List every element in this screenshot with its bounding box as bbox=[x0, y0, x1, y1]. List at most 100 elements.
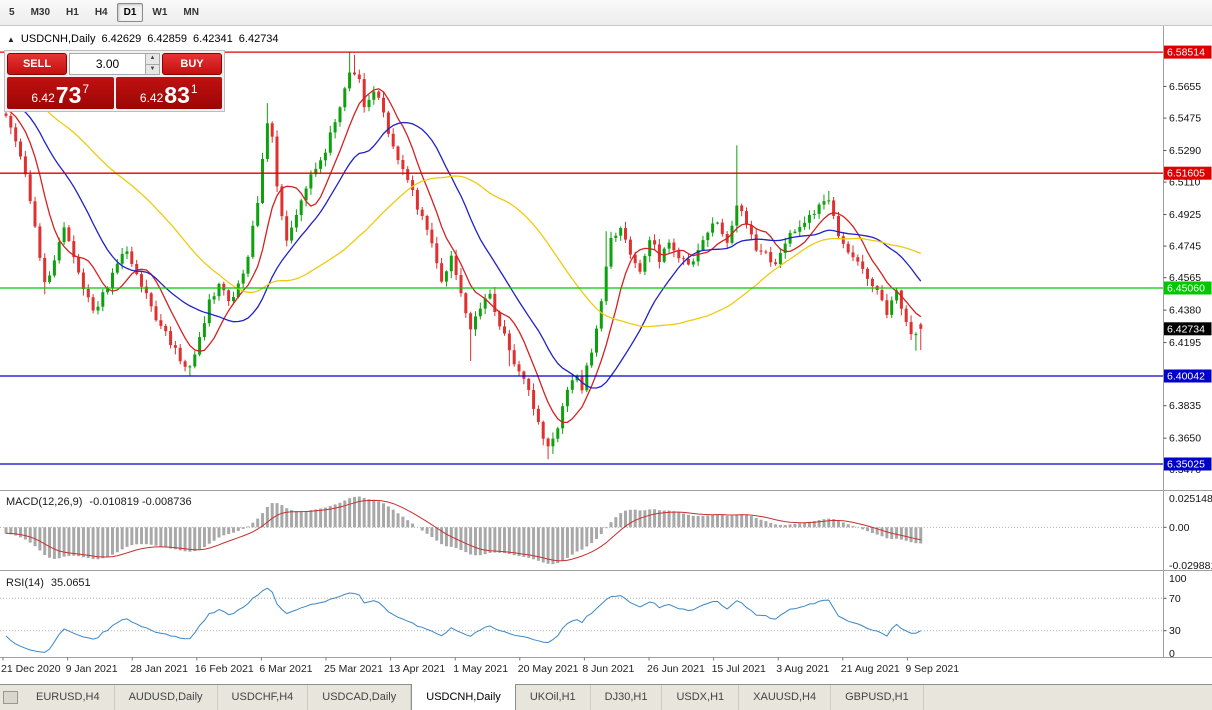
macd-indicator-label: MACD(12,26,9) -0.010819 -0.008736 bbox=[6, 496, 192, 508]
time-axis-label: 15 Jul 2021 bbox=[712, 663, 766, 675]
chart-tab[interactable]: AUDUSD,Daily bbox=[115, 685, 218, 710]
timeframe-button-d1[interactable]: D1 bbox=[116, 3, 144, 22]
price-tick-label: 6.4565 bbox=[1169, 272, 1201, 284]
timeframe-toolbar: 5 M30 H1 H4 D1 W1 MN bbox=[0, 0, 1212, 26]
lot-spinner: ▲ ▼ bbox=[145, 54, 159, 74]
chart-tab[interactable]: USDX,H1 bbox=[662, 685, 740, 710]
price-chart-canvas[interactable]: 6.56556.54756.52906.51106.49256.47456.45… bbox=[0, 26, 1212, 684]
window-icon[interactable] bbox=[3, 691, 18, 704]
timeframe-button-m30[interactable]: M30 bbox=[30, 7, 51, 18]
main-pane[interactable] bbox=[4, 51, 923, 460]
chart-tabs: EURUSD,H4 AUDUSD,Daily USDCHF,H4 USDCAD,Dai… bbox=[22, 684, 924, 710]
time-axis-label: 13 Apr 2021 bbox=[389, 663, 446, 675]
ohlc-high-value: 6.42859 bbox=[147, 33, 188, 45]
sell-price-base: 6.42 bbox=[31, 91, 55, 105]
timeframe-button-w1[interactable]: W1 bbox=[152, 7, 168, 18]
price-level-tag bbox=[1164, 457, 1212, 471]
time-axis-label: 20 May 2021 bbox=[518, 663, 579, 675]
price-level-tag-label: 6.58514 bbox=[1167, 47, 1205, 59]
ohlc-close-value: 6.42734 bbox=[238, 33, 279, 45]
rsi-line bbox=[5, 587, 922, 653]
buy-price-display[interactable]: 6.42 83 1 bbox=[115, 77, 222, 109]
indicator-scale-label: 100 bbox=[1169, 573, 1187, 585]
chart-tab[interactable]: EURUSD,H4 bbox=[22, 685, 115, 710]
chart-tab[interactable]: UKOil,H1 bbox=[516, 685, 591, 710]
price-tick-label: 6.4925 bbox=[1169, 209, 1201, 221]
time-axis-label: 9 Jan 2021 bbox=[66, 663, 118, 675]
chart-region: 6.5655 6.5475 6.5290 6.5110 6.4925 6.4745 6.45… bbox=[0, 26, 1212, 684]
collapse-chart-icon[interactable]: ▲ bbox=[7, 34, 15, 44]
lot-size-field[interactable]: 3.00 ▲ ▼ bbox=[69, 53, 160, 75]
one-click-trading-panel: SELL 3.00 ▲ ▼ BUY 6.42 73 7 6.42 bbox=[4, 50, 225, 112]
time-axis-label: 21 Aug 2021 bbox=[841, 663, 900, 675]
time-axis-label: 9 Sep 2021 bbox=[905, 663, 959, 675]
lot-increase-button[interactable]: ▲ bbox=[146, 54, 159, 65]
timeframe-button-mn[interactable]: MN bbox=[183, 7, 199, 18]
indicator-scale-label: 30 bbox=[1169, 625, 1181, 637]
timeframe-button-5[interactable]: 5 bbox=[9, 7, 15, 18]
buy-price-base: 6.42 bbox=[139, 91, 164, 105]
chart-ohlc-header: ▲ USDCNH,Daily 6.42629 6.42859 6.42341 6… bbox=[7, 33, 279, 45]
indicator-scale-label: 70 bbox=[1169, 593, 1181, 605]
timeframe-button-h1[interactable]: H1 bbox=[66, 7, 79, 18]
price-level-tag-label: 6.40042 bbox=[1167, 371, 1205, 383]
price-tick-label: 6.5475 bbox=[1169, 113, 1201, 125]
indicator-scale-label: -0.029881 bbox=[1169, 560, 1212, 572]
ohlc-open-value: 6.42629 bbox=[101, 33, 142, 45]
time-axis-label: 6 Mar 2021 bbox=[259, 663, 312, 675]
macd-signal-line bbox=[5, 499, 921, 562]
rsi-value: 35.0651 bbox=[50, 577, 91, 589]
indicator-scale-label: 0.00 bbox=[1169, 522, 1190, 534]
chart-tab[interactable]: XAUUSD,H4 bbox=[739, 685, 832, 710]
buy-price-pips: 83 bbox=[164, 82, 190, 108]
time-axis-label: 16 Feb 2021 bbox=[195, 663, 254, 675]
time-axis-label: 26 Jun 2021 bbox=[647, 663, 705, 675]
sell-button[interactable]: SELL bbox=[7, 53, 67, 75]
price-tick-label: 6.4380 bbox=[1169, 305, 1201, 317]
chart-tab[interactable]: GBPUSD,H1 bbox=[831, 685, 924, 710]
price-tick-label: 6.5290 bbox=[1169, 145, 1201, 157]
sell-price-pips: 73 bbox=[55, 82, 82, 108]
trade-prices-row: 6.42 73 7 6.42 83 1 bbox=[7, 77, 222, 109]
chart-symbol-label: USDCNH,Daily bbox=[20, 33, 96, 45]
ma-line-fast-red bbox=[5, 88, 922, 424]
price-tick-label: 6.3835 bbox=[1169, 400, 1201, 412]
ohlc-low-value: 6.42341 bbox=[193, 33, 233, 45]
price-level-tag bbox=[1164, 322, 1212, 336]
sell-price-point: 7 bbox=[82, 82, 90, 96]
price-tick-label: 6.3650 bbox=[1169, 433, 1201, 445]
macd-values: -0.010819 -0.008736 bbox=[89, 496, 192, 508]
rsi-name: RSI(14) bbox=[6, 577, 44, 589]
price-level-tag-label: 6.45060 bbox=[1167, 283, 1205, 295]
price-level-tag bbox=[1164, 369, 1212, 383]
timeframe-button-h4[interactable]: H4 bbox=[94, 7, 108, 18]
buy-price-point: 1 bbox=[190, 82, 198, 96]
ma-line-slow-yellow bbox=[5, 84, 922, 328]
buy-button[interactable]: BUY bbox=[162, 53, 222, 75]
time-axis-label: 21 Dec 2020 bbox=[1, 663, 61, 675]
price-level-tag-label: 6.51605 bbox=[1167, 168, 1205, 180]
chart-tabs-bar: EURUSD,H4 AUDUSD,Daily USDCHF,H4 USDCAD,Dai… bbox=[0, 684, 1212, 710]
ma-line-medium-blue bbox=[5, 99, 922, 389]
price-level-tag-label: 6.35025 bbox=[1167, 459, 1205, 471]
price-level-tag bbox=[1164, 166, 1212, 180]
trade-controls-row: SELL 3.00 ▲ ▼ BUY bbox=[7, 53, 222, 75]
price-level-tag-label: 6.42734 bbox=[1167, 323, 1205, 335]
indicator-scale-label: 0.025148 bbox=[1169, 493, 1212, 505]
candles bbox=[4, 51, 923, 460]
lot-decrease-button[interactable]: ▼ bbox=[146, 64, 159, 74]
price-tick-label: 6.4745 bbox=[1169, 241, 1201, 253]
chart-tab[interactable]: DJ30,H1 bbox=[591, 685, 663, 710]
indicator-scale-label: 0 bbox=[1169, 648, 1175, 660]
time-axis-label: 3 Aug 2021 bbox=[776, 663, 829, 675]
lot-size-value[interactable]: 3.00 bbox=[95, 57, 120, 71]
price-level-tag bbox=[1164, 45, 1212, 59]
time-axis-label: 25 Mar 2021 bbox=[324, 663, 383, 675]
macd-name: MACD(12,26,9) bbox=[6, 496, 83, 508]
chart-tab[interactable]: USDCNH,Daily bbox=[411, 684, 516, 710]
chart-tab[interactable]: USDCHF,H4 bbox=[218, 685, 309, 710]
time-axis-label: 1 May 2021 bbox=[453, 663, 508, 675]
sell-price-display[interactable]: 6.42 73 7 bbox=[7, 77, 114, 109]
chart-tab[interactable]: USDCAD,Daily bbox=[308, 685, 412, 710]
rsi-indicator-label: RSI(14) 35.0651 bbox=[6, 577, 91, 589]
